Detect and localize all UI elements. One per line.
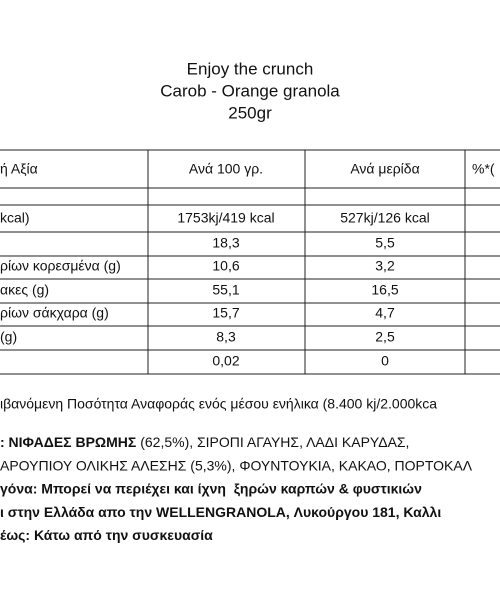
title-line: Carob - Orange granola	[160, 81, 340, 100]
table-cell: kcal)	[0, 210, 30, 226]
table-cell: 3,2	[375, 258, 395, 274]
ingredient-line: ΑΡΟΥΠΙΟΥ ΟΛΙΚΗΣ ΑΛΕΣΗΣ (5,3%), ΦΟΥΝΤΟΥΚΙ…	[0, 457, 473, 473]
table-cell: 1753kj/419 kcal	[177, 210, 274, 226]
table-cell: 10,6	[212, 258, 239, 274]
table-cell: ρίων κορεσμένα (g)	[0, 258, 121, 274]
table-cell: 18,3	[212, 235, 239, 251]
table-cell: (g)	[0, 329, 17, 345]
ingredient-line: ι στην Ελλάδα απο την WELLENGRANOLA, Λυκ…	[0, 504, 441, 520]
table-grid	[0, 149, 500, 375]
title-line: 250gr	[228, 103, 272, 122]
ingredient-line: έως: Κάτω από την συσκευασία	[0, 527, 213, 543]
table-header: ή Αξία	[0, 161, 38, 177]
table-cell: ακες (g)	[0, 282, 49, 298]
table-cell: 55,1	[212, 282, 239, 298]
table-cell: ρίων σάκχαρα (g)	[0, 305, 109, 321]
table-cell: 4,7	[375, 305, 395, 321]
text-run: (62,5%), ΣΙΡΟΠΙ ΑΓΑΥΗΣ, ΛΑΔΙ ΚΑΡΥΔΑΣ,	[136, 434, 409, 450]
table-cell: 527kj/126 kcal	[340, 210, 430, 226]
table-cell: 2,5	[375, 329, 395, 345]
table-cell: 0	[381, 353, 389, 369]
text-run: γόνα: Μπορεί να περιέχει και ίχνη ξηρών …	[0, 480, 422, 496]
ingredient-line: γόνα: Μπορεί να περιέχει και ίχνη ξηρών …	[0, 480, 422, 496]
table-header: Ανά μερίδα	[350, 161, 419, 177]
text-run: έως: Κάτω από την συσκευασία	[0, 527, 213, 543]
text-run: ι στην Ελλάδα απο την WELLENGRANOLA, Λυκ…	[0, 504, 441, 520]
table-cell: 8,3	[216, 329, 236, 345]
table-header: %*(	[472, 161, 495, 177]
ingredient-line: : ΝΙΦΑΔΕΣ ΒΡΩΜΗΣ (62,5%), ΣΙΡΟΠΙ ΑΓΑΥΗΣ,…	[0, 434, 409, 450]
text-run: : ΝΙΦΑΔΕΣ ΒΡΩΜΗΣ	[0, 434, 136, 450]
table-header: Ανά 100 γρ.	[189, 161, 263, 177]
table-cell: 5,5	[375, 235, 395, 251]
text-run: ΑΡΟΥΠΙΟΥ ΟΛΙΚΗΣ ΑΛΕΣΗΣ (5,3%), ΦΟΥΝΤΟΥΚΙ…	[0, 457, 473, 473]
title-line: Enjoy the crunch	[187, 59, 314, 78]
table-cell: 15,7	[212, 305, 239, 321]
footnote: ιβανόμενη Ποσότητα Αναφοράς ενός μέσου ε…	[0, 396, 437, 412]
table-cell: 16,5	[371, 282, 398, 298]
table-cell: 0,02	[212, 353, 239, 369]
